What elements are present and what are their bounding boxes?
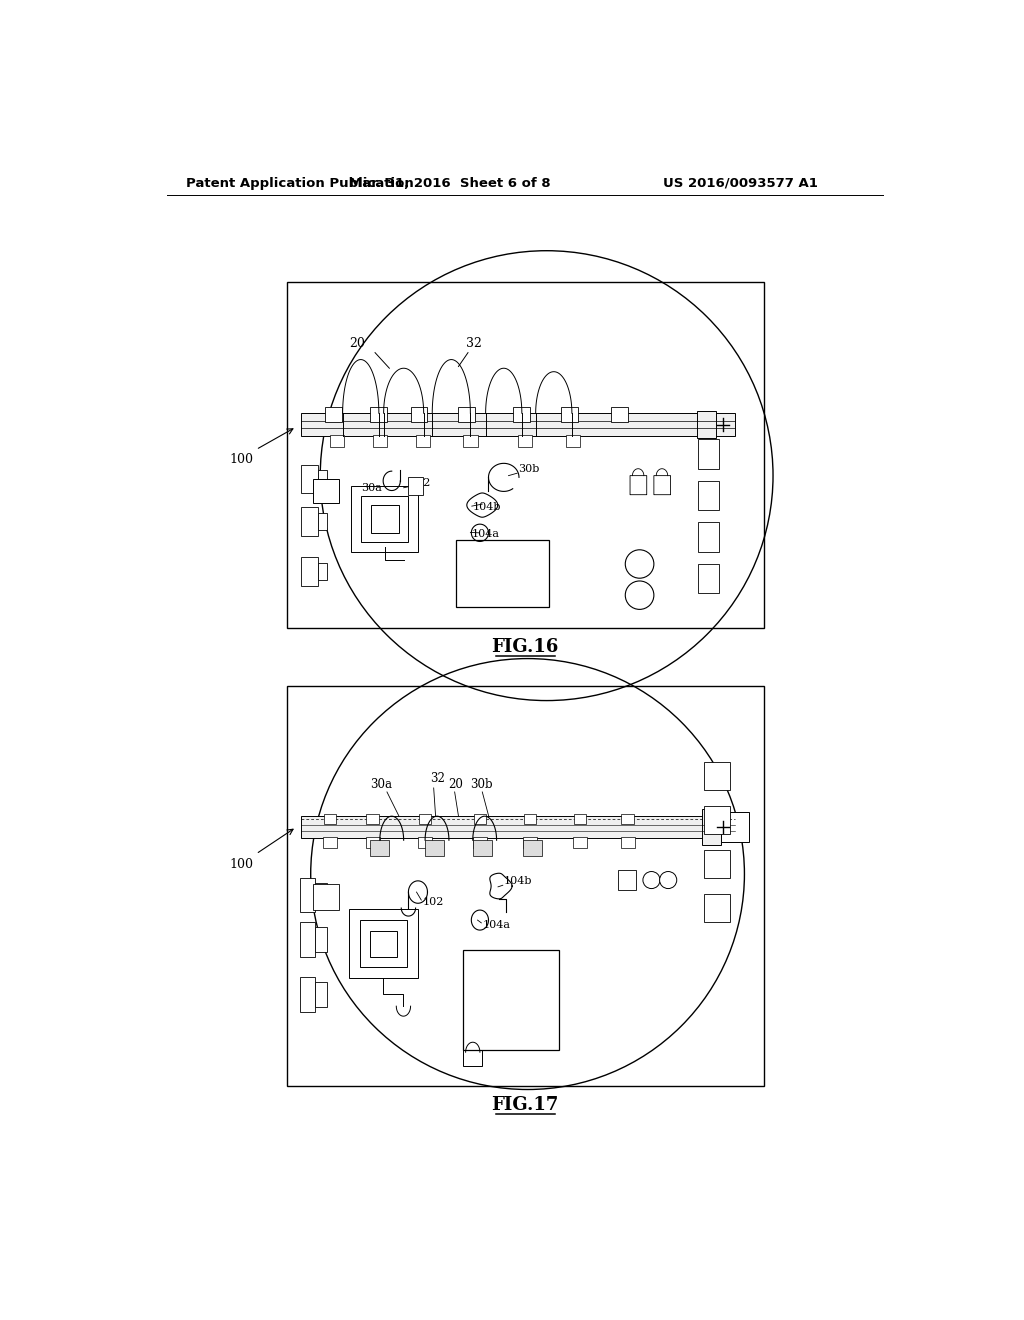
Bar <box>523 841 542 855</box>
Bar <box>416 434 430 447</box>
Bar <box>324 813 336 824</box>
Bar <box>325 407 342 422</box>
Bar <box>300 923 315 957</box>
Text: 32: 32 <box>466 338 481 350</box>
Text: 20: 20 <box>447 777 463 791</box>
Text: 100: 100 <box>229 453 254 466</box>
Bar <box>523 837 538 847</box>
Text: 20: 20 <box>349 338 365 350</box>
Text: 104a: 104a <box>471 529 500 539</box>
Bar <box>373 434 387 447</box>
Text: 30b: 30b <box>470 777 493 791</box>
Bar <box>572 837 587 847</box>
Bar <box>703 762 730 789</box>
Circle shape <box>643 871 660 888</box>
Bar <box>313 479 339 503</box>
Bar <box>721 812 750 842</box>
Bar <box>565 434 580 447</box>
Bar <box>317 512 328 531</box>
Bar <box>703 807 730 834</box>
Bar <box>523 813 537 824</box>
Bar <box>315 982 328 1007</box>
FancyBboxPatch shape <box>630 475 647 495</box>
Bar <box>301 557 317 586</box>
Bar <box>367 813 379 824</box>
Bar <box>361 495 408 543</box>
Circle shape <box>659 871 677 888</box>
Text: 30a: 30a <box>371 777 392 791</box>
Bar <box>697 564 719 594</box>
Text: Mar. 31, 2016  Sheet 6 of 8: Mar. 31, 2016 Sheet 6 of 8 <box>349 177 551 190</box>
Bar <box>301 816 735 838</box>
Text: 102: 102 <box>423 898 444 907</box>
Bar <box>359 920 407 968</box>
Bar <box>419 813 431 824</box>
Bar <box>474 813 486 824</box>
Bar <box>561 407 578 422</box>
Bar <box>300 878 315 912</box>
Bar <box>351 486 418 552</box>
Bar <box>366 837 380 847</box>
Text: 104b: 104b <box>473 503 502 512</box>
Bar <box>409 478 423 495</box>
Text: US 2016/0093577 A1: US 2016/0093577 A1 <box>663 177 817 190</box>
Bar <box>330 434 344 447</box>
Bar <box>287 281 764 628</box>
Bar <box>463 434 477 447</box>
Bar <box>518 434 532 447</box>
FancyBboxPatch shape <box>654 475 671 495</box>
Bar <box>463 1034 482 1067</box>
Bar <box>697 480 719 511</box>
Bar <box>425 841 444 855</box>
Bar <box>371 407 387 422</box>
Bar <box>703 850 730 878</box>
Text: 30a: 30a <box>360 483 382 494</box>
Text: FIG.16: FIG.16 <box>492 639 559 656</box>
Bar <box>301 413 735 436</box>
Bar <box>701 809 721 845</box>
Bar <box>418 837 432 847</box>
Bar <box>473 841 492 855</box>
Bar <box>349 909 418 978</box>
Text: 104b: 104b <box>504 876 532 886</box>
Text: 30b: 30b <box>518 465 540 474</box>
Bar <box>697 440 719 469</box>
Bar <box>301 507 317 536</box>
Bar <box>317 562 328 579</box>
Bar <box>618 870 636 890</box>
Bar <box>315 883 328 908</box>
Bar <box>473 837 487 847</box>
Bar <box>463 950 558 1051</box>
Bar <box>300 977 315 1011</box>
Text: FIG.17: FIG.17 <box>492 1097 559 1114</box>
Bar <box>703 894 730 923</box>
Bar <box>411 407 427 422</box>
Text: 100: 100 <box>229 858 254 871</box>
Bar <box>621 837 635 847</box>
Bar <box>456 540 549 607</box>
Bar <box>323 837 337 847</box>
Text: Patent Application Publication: Patent Application Publication <box>186 177 414 190</box>
Bar <box>459 407 475 422</box>
Bar <box>622 813 634 824</box>
Bar <box>287 686 764 1086</box>
Bar <box>315 928 328 952</box>
Bar <box>611 407 628 422</box>
Bar <box>513 407 530 422</box>
Bar <box>317 470 328 487</box>
Circle shape <box>626 550 654 578</box>
Text: 102: 102 <box>410 478 431 488</box>
Bar <box>573 813 586 824</box>
Text: 32: 32 <box>430 772 444 785</box>
Bar <box>301 465 317 494</box>
Bar <box>697 523 719 552</box>
Text: 104a: 104a <box>482 920 510 931</box>
Bar <box>371 841 389 855</box>
Bar <box>313 884 339 909</box>
Bar <box>371 504 398 533</box>
Bar <box>696 411 716 438</box>
Circle shape <box>626 581 654 610</box>
Bar <box>371 931 396 957</box>
